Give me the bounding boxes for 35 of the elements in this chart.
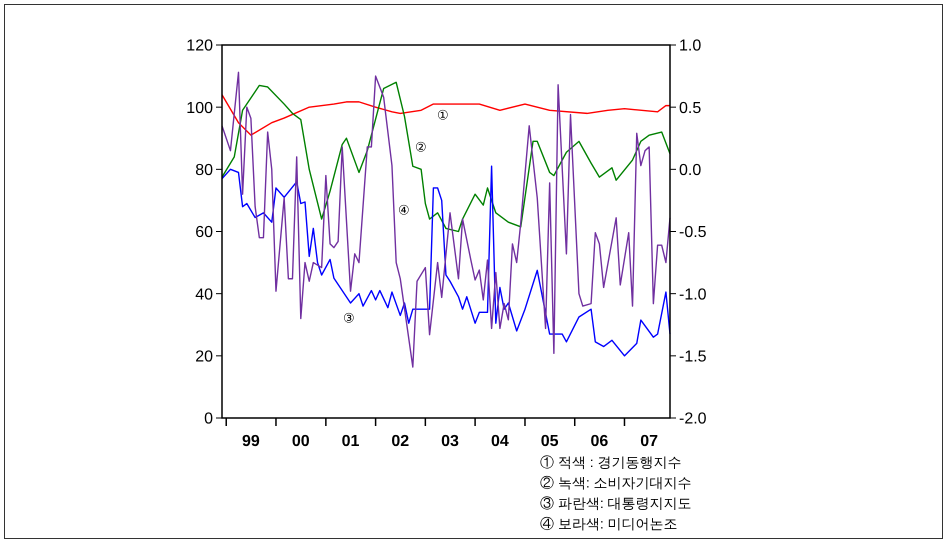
y-tick-label: 120 <box>186 38 214 55</box>
y2-tick-label: 0.0 <box>679 162 702 179</box>
x-tick-label: 03 <box>441 433 460 450</box>
y-tick-label: 80 <box>195 162 214 179</box>
line-series <box>221 94 671 136</box>
x-tick-label: 05 <box>540 433 559 450</box>
line-series <box>221 166 671 357</box>
text: ③ 파란색: 대통령지지도 <box>540 495 692 511</box>
y-tick-label: 60 <box>195 224 214 242</box>
y-tick-label: 20 <box>195 348 214 366</box>
x-tick-label: 00 <box>292 433 310 450</box>
x-tick-label: 04 <box>491 433 509 450</box>
x-tick-label: 06 <box>590 433 608 450</box>
y2-tick-label: -1.5 <box>679 348 707 366</box>
x-tick-label: 02 <box>391 433 410 450</box>
text: ② 녹색: 소비자기대지수 <box>540 474 692 490</box>
y2-tick-label: 1.0 <box>679 38 702 55</box>
x-tick-label: 99 <box>242 433 260 450</box>
line-series <box>221 72 671 368</box>
x-tick-label: 07 <box>640 433 658 450</box>
text: ④ 보라색: 미디어논조 <box>540 516 678 532</box>
y2-tick-label: -1.0 <box>679 286 707 304</box>
series-label: ① <box>437 108 449 123</box>
y-tick-label: 100 <box>186 100 214 117</box>
x-tick-label: 01 <box>342 433 360 450</box>
y2-tick-label: -2.0 <box>679 410 707 428</box>
y-tick-label: 40 <box>195 286 214 304</box>
y-tick-label: 0 <box>204 410 214 428</box>
text: ① 적색 : 경기동행지수 <box>540 454 682 470</box>
series-label: ② <box>415 140 427 155</box>
series-label: ③ <box>343 310 355 326</box>
line-series <box>221 82 671 232</box>
series-label: ④ <box>398 202 410 218</box>
y2-tick-label: -0.5 <box>679 224 707 242</box>
y2-tick-label: 0.5 <box>679 100 702 117</box>
